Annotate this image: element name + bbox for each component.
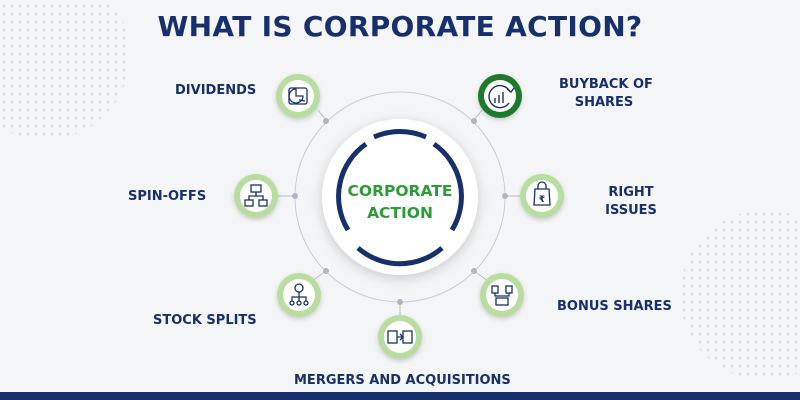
spinoff-flow-icon	[244, 184, 268, 207]
center-ring-arcs	[336, 129, 464, 267]
label-dividends: DIVIDENDS	[175, 83, 257, 98]
stock-split-icon	[289, 283, 309, 306]
orbit-dots	[292, 118, 508, 305]
label-spin-offs: SPIN-OFFS	[128, 189, 207, 204]
center-title-line2: ACTION	[367, 204, 433, 222]
node-dividends	[276, 74, 320, 118]
node-spin-offs	[234, 174, 278, 218]
label-buyback: BUYBACK OF SHARES	[559, 76, 653, 112]
center-hub	[322, 119, 478, 275]
label-right-issues-line2: ISSUES	[605, 203, 657, 218]
merger-handshake-icon	[387, 330, 413, 344]
center-title-line1: CORPORATE	[347, 182, 453, 200]
node-right-issues: ₹	[520, 174, 564, 218]
page-title: WHAT IS CORPORATE ACTION?	[157, 10, 643, 43]
label-right-issues: RIGHT ISSUES	[596, 184, 666, 220]
bonus-shares-icon	[491, 285, 513, 306]
dividend-chart-icon	[288, 87, 308, 105]
node-buyback	[478, 74, 522, 118]
label-stock-splits: STOCK SPLITS	[153, 313, 257, 328]
label-buyback-line1: BUYBACK OF	[559, 77, 653, 92]
label-mergers: MERGERS AND ACQUISITIONS	[294, 373, 511, 388]
label-right-issues-line1: RIGHT	[608, 185, 654, 200]
node-bonus-shares	[480, 273, 524, 317]
label-bonus-shares: BONUS SHARES	[557, 299, 672, 314]
footer-bar	[0, 392, 800, 400]
node-mergers	[378, 315, 422, 359]
rupee-bag-icon	[533, 181, 551, 206]
center-title: CORPORATE ACTION	[320, 180, 480, 224]
svg-text:₹: ₹	[539, 195, 545, 205]
label-buyback-line2: SHARES	[574, 95, 634, 110]
buyback-growth-icon	[488, 85, 515, 109]
node-stock-splits	[277, 273, 321, 317]
